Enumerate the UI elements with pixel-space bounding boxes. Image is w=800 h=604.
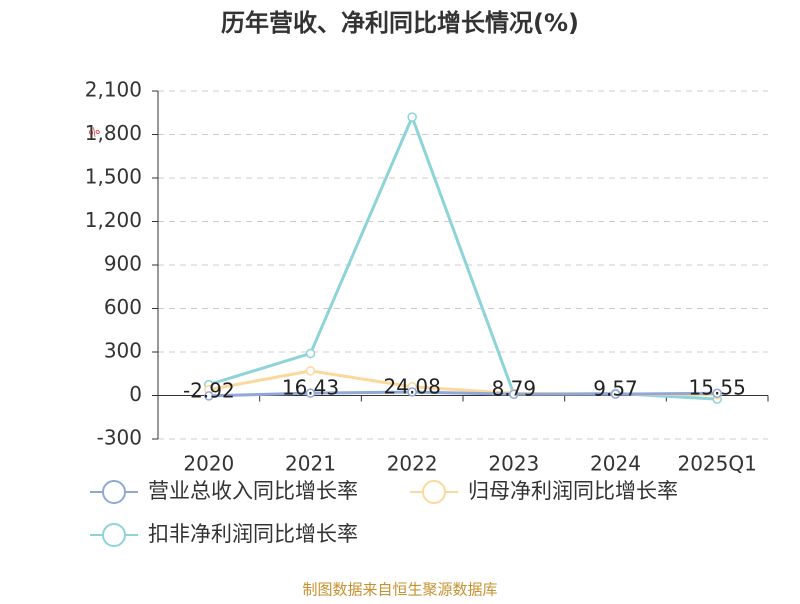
data-point [610, 389, 621, 399]
data-point [305, 348, 316, 359]
x-tick-label: 2021 [285, 452, 336, 476]
source-note: 制图数据来自恒生聚源数据库 [302, 581, 497, 599]
data-point [407, 112, 417, 122]
legend-swatch [102, 480, 126, 504]
y-tick-label: 900 [104, 252, 142, 276]
x-tick-label: 2022 [387, 452, 438, 476]
x-tick-label: 2023 [488, 452, 539, 476]
data-point [712, 388, 722, 398]
y-tick-label: 300 [104, 339, 142, 363]
legend-label: 营业总收入同比增长率 [148, 479, 358, 503]
data-point [305, 366, 316, 376]
series-line [208, 390, 718, 398]
data-label: 15.55 [689, 376, 746, 400]
y-tick-label: 600 [104, 295, 142, 319]
y-tick-label: 1,200 [85, 208, 142, 232]
data-label: 24.08 [384, 375, 441, 399]
data-point [305, 388, 316, 398]
data-label: 16.43 [282, 376, 339, 400]
data-point [509, 389, 519, 399]
y-tick-label: 1,500 [85, 165, 142, 189]
data-label: 9.57 [593, 377, 638, 401]
data-point [204, 391, 214, 401]
legend-swatch [102, 523, 126, 547]
x-tick-label: 2025Q1 [677, 452, 756, 476]
legend-label: 归母净利润同比增长率 [468, 479, 678, 503]
legend-swatch [422, 480, 446, 504]
chart-title: 历年营收、净利同比增长情况(%) [221, 9, 579, 37]
x-tick-label: 2020 [183, 452, 234, 476]
data-point [407, 387, 417, 397]
y-tick-label: 0 [129, 382, 142, 406]
x-tick-label: 2024 [590, 452, 641, 476]
y-tick-label: 1,800 [85, 121, 142, 145]
y-tick-label: -300 [97, 426, 142, 450]
y-tick-label: 2,100 [85, 78, 142, 102]
series-line [208, 113, 718, 401]
data-label: -2.92 [183, 378, 235, 402]
legend-label: 扣非净利润同比增长率 [148, 522, 358, 546]
data-label: 8.79 [492, 377, 537, 401]
